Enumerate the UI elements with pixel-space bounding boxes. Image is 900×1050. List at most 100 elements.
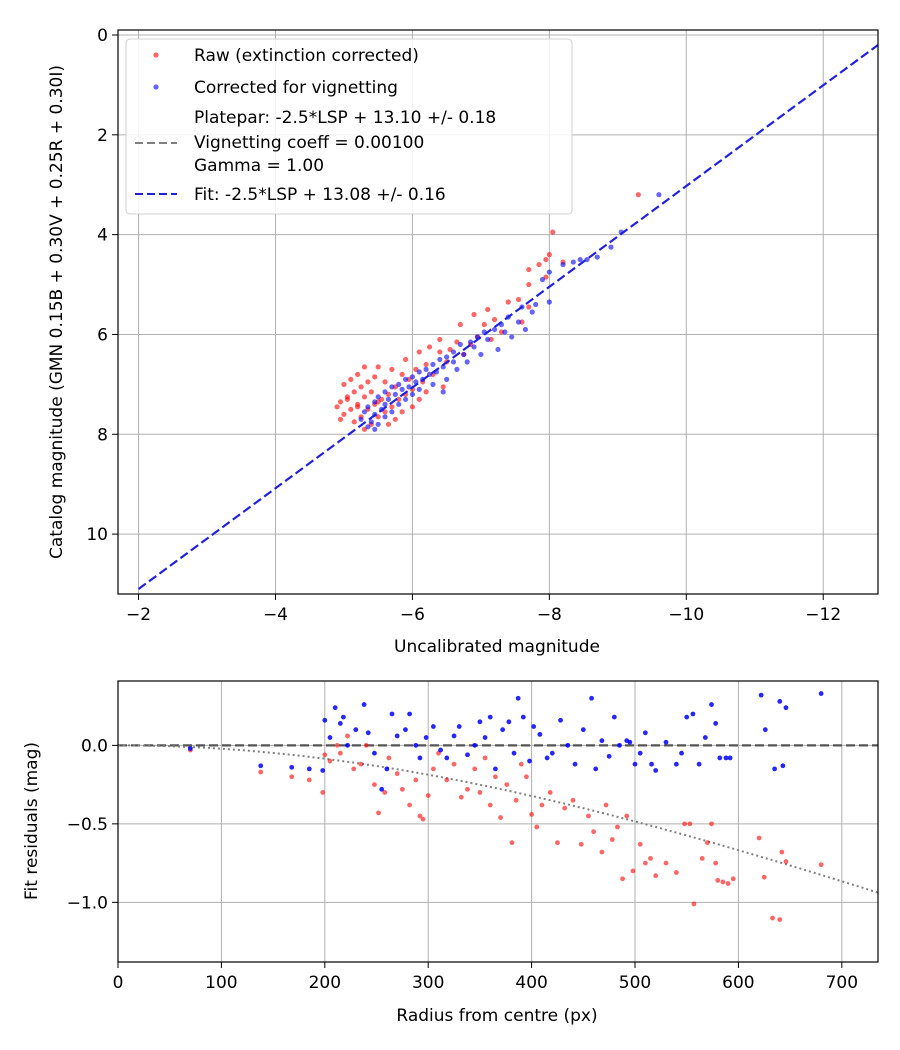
top-x-tick-label: −8 (537, 605, 562, 625)
corrected-point (396, 401, 402, 407)
corrected-point (464, 359, 470, 365)
corrected-point (495, 346, 501, 353)
corrected-residual-point (818, 691, 824, 696)
raw-residual-point (539, 802, 545, 808)
corrected-point (522, 326, 528, 333)
raw-residual-point (358, 761, 364, 767)
corrected-residual-point (611, 714, 617, 720)
raw-residual-point (687, 821, 693, 827)
raw-point (396, 396, 402, 402)
corrected-point (409, 391, 416, 397)
corrected-point (440, 364, 446, 370)
corrected-point (471, 344, 477, 350)
corrected-residual-point (493, 766, 498, 772)
raw-residual-point (642, 860, 648, 866)
corrected-point (546, 299, 552, 305)
corrected-residual-point (649, 761, 654, 767)
raw-point (334, 404, 340, 410)
raw-residual-point (691, 901, 697, 907)
raw-point (409, 404, 416, 410)
corrected-residual-point (482, 735, 488, 740)
raw-point (348, 406, 354, 412)
raw-point (471, 311, 477, 318)
raw-residual-point (386, 755, 392, 761)
raw-point (375, 364, 381, 370)
raw-residual-point (699, 855, 705, 861)
corrected-residual-point (642, 730, 648, 736)
top-chart: −2 −4 −6 −8 −10 −12 0 2 4 6 8 10 Raw (extinction c… (47, 26, 879, 657)
raw-point (416, 396, 422, 402)
bottom-x-tick-label: 200 (309, 973, 341, 993)
raw-residual-point (761, 874, 767, 880)
raw-residual-point (327, 758, 333, 764)
raw-residual-point (477, 790, 483, 795)
raw-point (481, 321, 487, 328)
raw-residual-point (770, 915, 775, 921)
raw-residual-point (777, 917, 783, 923)
corrected-residual-point (472, 742, 478, 748)
raw-point (546, 252, 552, 258)
raw-residual-point (586, 813, 591, 819)
corrected-residual-point (702, 735, 708, 740)
corrected-residual-point (487, 714, 493, 720)
corrected-point (399, 386, 405, 392)
raw-residual-point (351, 766, 357, 772)
corrected-residual-point (322, 717, 328, 723)
bottom-x-tick-label: 100 (205, 973, 237, 993)
legend-raw-marker (153, 52, 159, 58)
raw-residual-point (570, 797, 576, 803)
corrected-point (361, 409, 368, 415)
corrected-residual-point (679, 750, 684, 756)
raw-point (426, 344, 433, 350)
corrected-residual-point (403, 727, 408, 733)
raw-point (437, 336, 443, 343)
corrected-residual-point (465, 752, 470, 758)
raw-residual-point (529, 812, 535, 817)
raw-residual-point (513, 797, 519, 803)
corrected-residual-point (327, 735, 333, 740)
corrected-point (365, 404, 371, 410)
raw-residual-point (603, 802, 609, 808)
raw-residual-point (487, 802, 493, 808)
corrected-point (430, 381, 436, 387)
raw-residual-point (783, 859, 789, 864)
raw-point (423, 361, 429, 368)
corrected-point (385, 396, 392, 402)
bottom-x-tick-label: 300 (412, 973, 444, 993)
corrected-residual-point (606, 753, 612, 759)
raw-residual-point (394, 771, 400, 777)
bottom-chart: 0 100 200 300 400 500 600 700 0.0 −0.5 −1.0 Radiu… (22, 680, 879, 1026)
corrected-residual-point (353, 727, 359, 733)
raw-point (392, 416, 398, 422)
raw-point (389, 366, 395, 372)
legend: Raw (extinction corrected) Corrected for… (125, 38, 573, 215)
corrected-residual-point (599, 738, 605, 744)
corrected-residual-point (444, 755, 450, 761)
top-x-tick-label: −12 (805, 605, 841, 625)
raw-residual-point (493, 774, 498, 780)
raw-residual-point (709, 821, 714, 827)
top-x-tick-label: −2 (126, 605, 151, 625)
raw-point (526, 266, 532, 273)
raw-point (341, 381, 347, 387)
corrected-residual-point (723, 755, 729, 761)
raw-point (358, 384, 364, 390)
raw-residual-point (653, 873, 659, 879)
legend-platepar-label: Platepar: -2.5*LSP + 13.10 +/- 0.18 (194, 108, 496, 128)
top-y-ticks: 0 2 4 6 8 10 (86, 26, 118, 545)
corrected-residual-point (593, 766, 599, 772)
raw-residual-point (425, 793, 431, 798)
bottom-x-tick-label: 500 (619, 973, 651, 993)
corrected-residual-point (544, 755, 550, 761)
corrected-point (416, 386, 422, 392)
top-y-tick-label: 6 (97, 325, 108, 345)
raw-point (550, 229, 556, 235)
raw-residual-point (615, 824, 620, 830)
corrected-residual-point (511, 750, 517, 756)
corrected-residual-point (663, 739, 669, 745)
raw-residual-point (720, 879, 726, 885)
corrected-residual-point (572, 761, 578, 767)
corrected-residual-point (709, 702, 714, 707)
raw-residual-point (599, 849, 605, 855)
